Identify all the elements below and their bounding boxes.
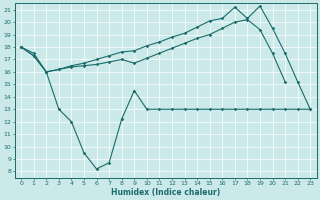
X-axis label: Humidex (Indice chaleur): Humidex (Indice chaleur) [111,188,220,197]
